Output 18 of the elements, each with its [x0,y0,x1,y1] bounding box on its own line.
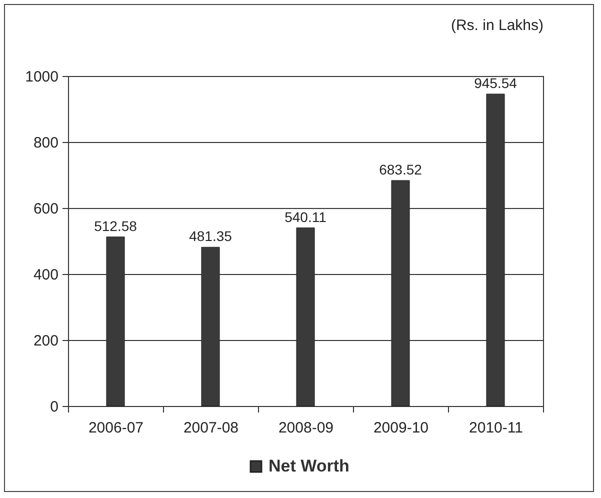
y-tick-label: 200 [33,332,58,350]
legend-label: Net Worth [268,456,350,476]
x-tick-label: 2009-10 [373,420,429,436]
data-label: 512.58 [94,218,138,234]
data-label: 481.35 [189,228,232,244]
x-tick-label: 2007-08 [183,420,239,436]
data-label: 683.52 [379,161,422,178]
data-label: 540.11 [284,208,327,225]
y-tick-label: 800 [33,134,58,152]
text: (Rs. in Lakhs) [450,17,544,34]
x-tick-label: 2006-07 [88,420,144,436]
x-tick-label: 2008-09 [278,420,334,436]
y-tick-label: 400 [33,266,58,284]
y-tick-label: 1000 [25,68,58,86]
x-tick-label: 2010-11 [469,420,523,436]
data-label: 945.54 [474,74,518,91]
y-tick-label: 0 [50,398,58,416]
y-tick-label: 600 [33,200,58,218]
